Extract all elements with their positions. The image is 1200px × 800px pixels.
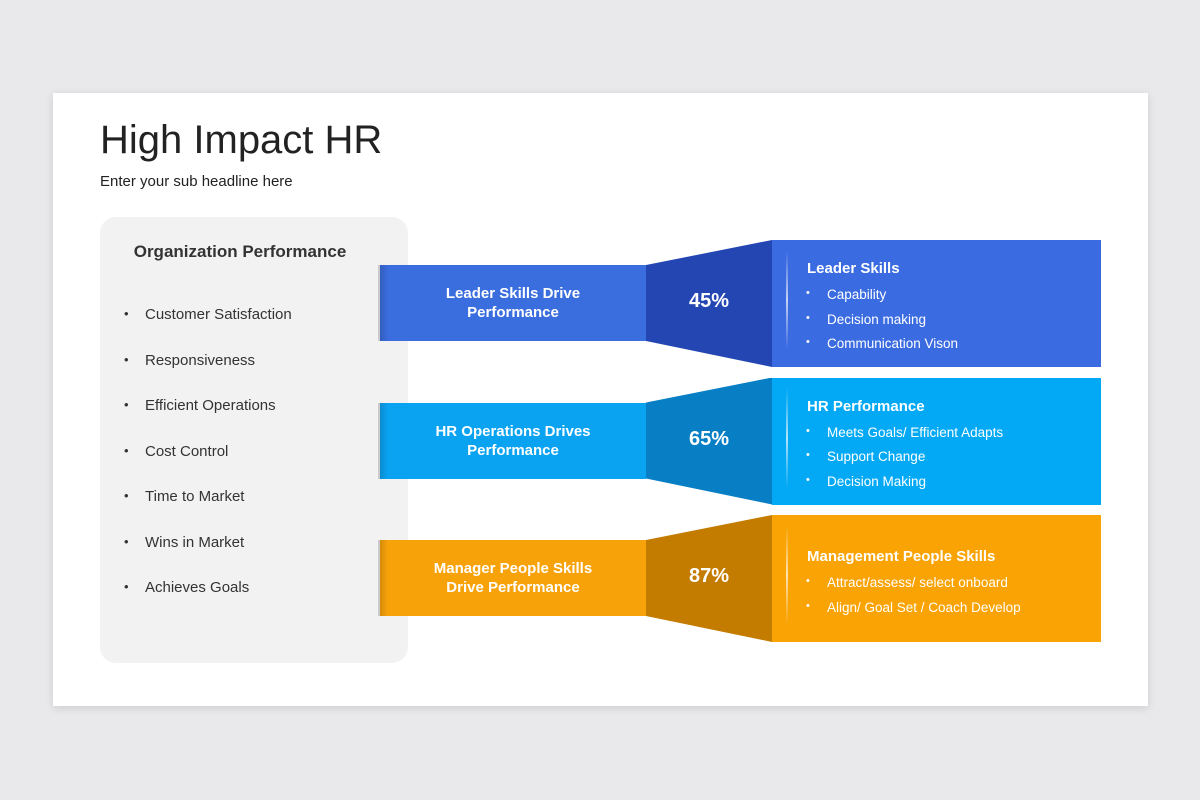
- bullet-dot: •: [806, 575, 810, 587]
- bullet-dot: •: [124, 488, 129, 503]
- row-bullet: Align/ Goal Set / Coach Develop: [827, 599, 1021, 615]
- row-bullet: Decision Making: [827, 473, 927, 489]
- row-box: [772, 377, 1101, 505]
- row-bar: Manager People Skills Drive Performance: [380, 540, 646, 616]
- panel-item: Time to Market: [145, 488, 245, 505]
- panel-item: Cost Control: [145, 442, 229, 460]
- bullet-dot: •: [124, 306, 129, 321]
- bullet-dot: •: [806, 473, 810, 486]
- bullet-dot: •: [806, 599, 810, 612]
- row-bullet: Support Change: [827, 449, 926, 464]
- row-heading: Leader Skills: [807, 260, 900, 277]
- bullet-dot: •: [806, 311, 810, 324]
- panel-item: Responsiveness: [145, 351, 256, 369]
- bullet-dot: •: [124, 442, 129, 458]
- panel-item: Achieves Goals: [145, 579, 250, 596]
- row-label: Leader Skills Drive Performance: [445, 285, 581, 321]
- highlight: [786, 525, 788, 625]
- row-bullet: Attract/assess/ select onboard: [827, 575, 1008, 590]
- row-heading: HR Performance: [807, 397, 925, 415]
- title: High Impact HR: [100, 118, 383, 162]
- bullet-dot: •: [124, 351, 129, 367]
- row-box: [772, 515, 1101, 642]
- row-label: HR Operations Drives Performance: [435, 422, 591, 459]
- panel: [100, 217, 408, 663]
- panel-item: Customer Satisfaction: [145, 306, 292, 323]
- bullet-dot: •: [124, 579, 129, 594]
- panel-item: Efficient Operations: [145, 397, 276, 414]
- row-heading: Management People Skills: [807, 548, 996, 565]
- highlight: [786, 387, 788, 488]
- fold-shadow: [378, 265, 388, 341]
- row-percent: 65%: [688, 427, 730, 450]
- row-percent: 45%: [688, 290, 730, 312]
- panel-item: Wins in Market: [145, 533, 245, 551]
- bullet-dot: •: [806, 449, 810, 461]
- subtitle: Enter your sub headline here: [100, 173, 293, 190]
- panel-title: Organization Performance: [133, 242, 347, 261]
- fold-shadow: [378, 402, 388, 479]
- bullet-dot: •: [806, 336, 810, 348]
- row-bullet: Decision making: [827, 311, 927, 327]
- row-bar: HR Operations Drives Performance: [380, 402, 646, 479]
- row-box: [772, 240, 1101, 367]
- fold-shadow: [378, 540, 388, 616]
- bullet-dot: •: [806, 287, 810, 299]
- row-percent: 87%: [688, 565, 730, 587]
- row-bullet: Capability: [827, 287, 887, 302]
- bullet-dot: •: [124, 533, 129, 549]
- bullet-dot: •: [124, 397, 129, 412]
- row-label: Manager People Skills Drive Performance: [433, 560, 593, 596]
- bullet-dot: •: [806, 424, 810, 437]
- highlight: [786, 250, 788, 350]
- row-bar: Leader Skills Drive Performance: [380, 265, 646, 341]
- row-bullet: Communication Vison: [827, 336, 959, 351]
- row-bullet: Meets Goals/ Efficient Adapts: [827, 424, 1004, 440]
